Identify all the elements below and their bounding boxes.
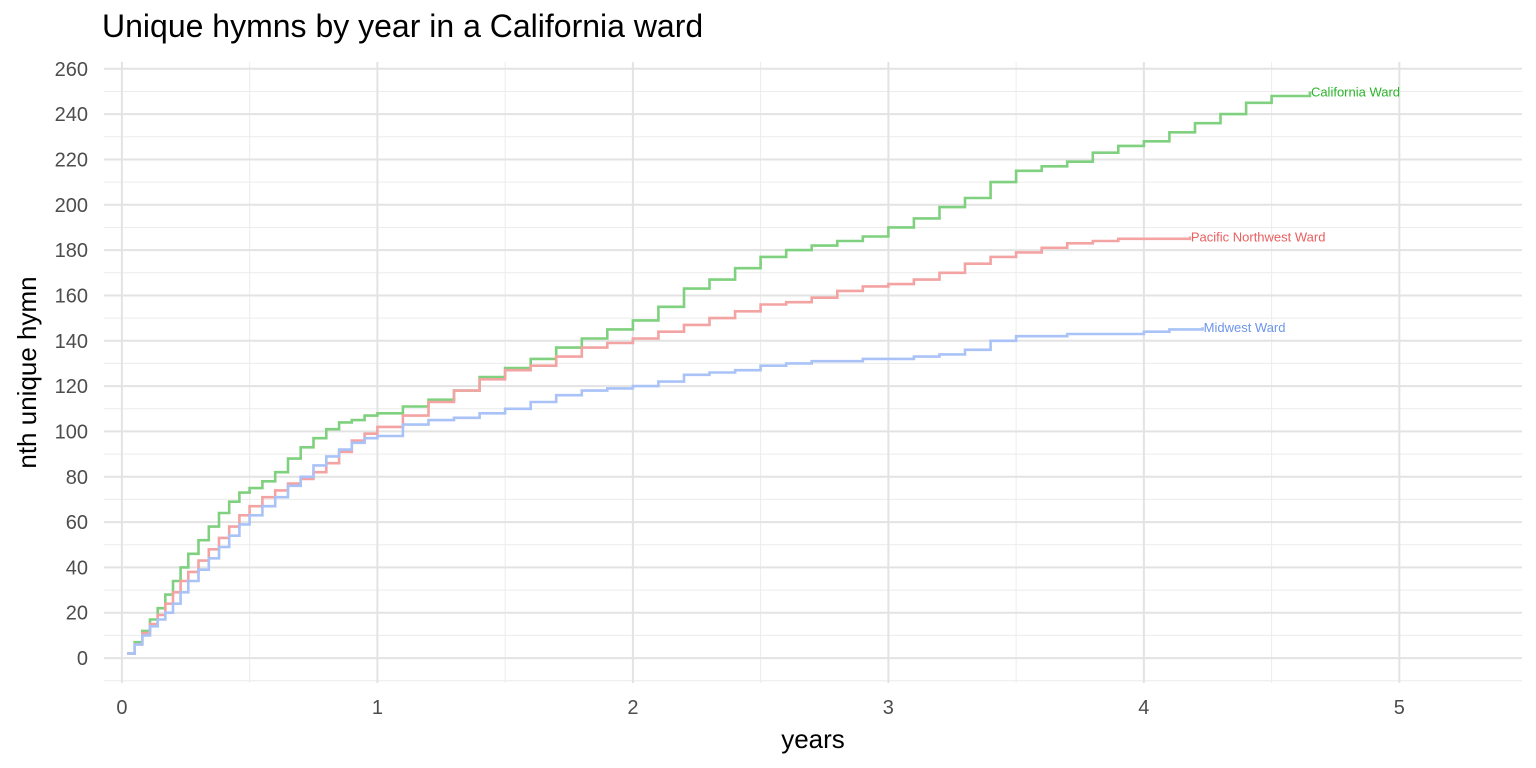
series-end-label: California Ward (1311, 84, 1400, 99)
y-tick-label: 160 (55, 285, 88, 307)
y-tick-label: 120 (55, 376, 88, 398)
y-tick-label: 0 (77, 648, 88, 670)
x-tick-label: 3 (883, 697, 894, 719)
y-tick-label: 240 (55, 104, 88, 126)
x-tick-label: 1 (372, 697, 383, 719)
series-end-label: Pacific Northwest Ward (1191, 230, 1326, 245)
series-label-layer: California Ward Pacific Northwest Ward Mid… (1191, 84, 1400, 335)
y-tick-label: 20 (66, 603, 88, 625)
series-line-0 (127, 91, 1312, 655)
x-axis-title: years (781, 724, 845, 754)
series-layer (127, 91, 1312, 655)
y-axis-title: nth unique hymn (12, 276, 42, 468)
chart-title: Unique hymns by year in a California war… (102, 8, 704, 44)
y-tick-label: 260 (55, 59, 88, 81)
y-tick-label: 40 (66, 557, 88, 579)
x-tick-label: 0 (116, 697, 127, 719)
y-tick-label: 200 (55, 195, 88, 217)
y-tick-label: 80 (66, 467, 88, 489)
x-tick-label: 4 (1138, 697, 1149, 719)
tick-label-layer: 0 1 2 3 4 5 0 20 40 60 80 100 120 140 160 180 200 220 240 2… (55, 59, 1405, 719)
y-tick-label: 60 (66, 512, 88, 534)
y-tick-label: 140 (55, 331, 88, 353)
y-tick-label: 220 (55, 149, 88, 171)
series-line-2 (127, 327, 1204, 655)
x-tick-label: 2 (627, 697, 638, 719)
x-tick-label: 5 (1394, 697, 1405, 719)
grid-layer (104, 62, 1522, 683)
series-line-1 (127, 236, 1192, 655)
y-tick-label: 180 (55, 240, 88, 262)
series-end-label: Midwest Ward (1204, 320, 1286, 335)
y-tick-label: 100 (55, 421, 88, 443)
